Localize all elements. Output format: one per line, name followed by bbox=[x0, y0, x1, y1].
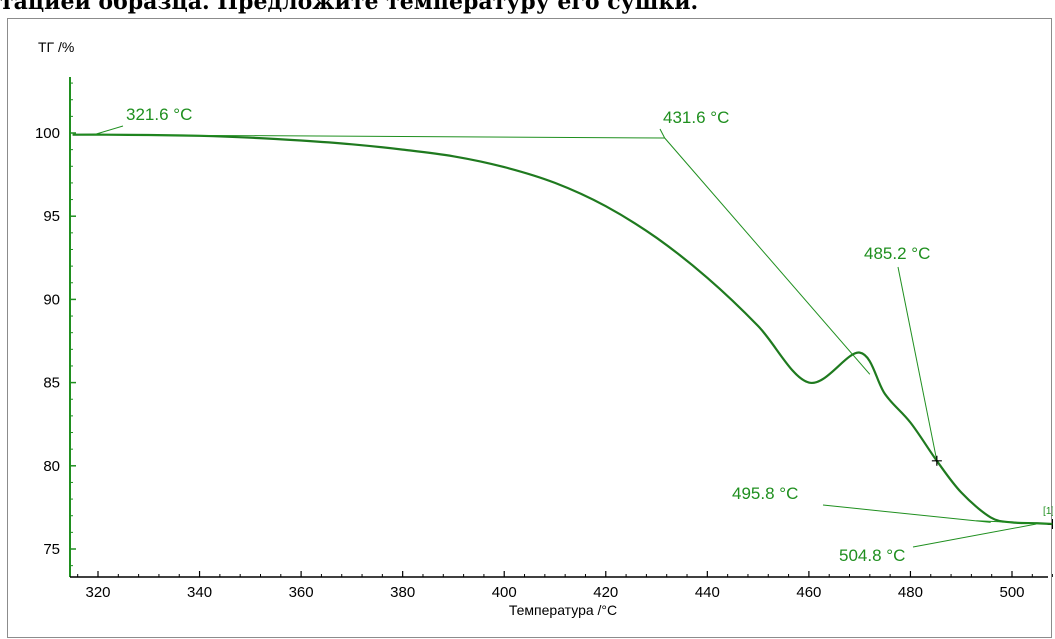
x-tick-label: 340 bbox=[187, 584, 212, 601]
annotation-label: 431.6 °C bbox=[663, 108, 729, 127]
annotation-label: 495.8 °C bbox=[732, 484, 798, 503]
annotation-leader bbox=[93, 125, 124, 136]
x-tick-label: 400 bbox=[492, 584, 517, 601]
plot-frame: ТГ /% Температура /°C 75 80 85 90 95 100 320 340 3… bbox=[7, 18, 1053, 638]
tg-chart: ТГ /% Температура /°C 75 80 85 90 95 100 320 340 3… bbox=[35, 39, 1053, 618]
x-tick-label: 320 bbox=[85, 584, 110, 601]
annotation-leader bbox=[912, 523, 1037, 548]
tg-curve-series-1 bbox=[72, 133, 1053, 526]
annotation-label: 504.8 °C bbox=[839, 546, 905, 565]
y-tick-label: 95 bbox=[43, 208, 60, 225]
y-tick-label: 80 bbox=[43, 458, 60, 475]
annotation-leader bbox=[897, 266, 938, 461]
baseline-tangent bbox=[72, 134, 665, 139]
x-tick-label: 440 bbox=[695, 584, 720, 601]
x-tick-label: 380 bbox=[390, 584, 415, 601]
series-tag: [1] bbox=[1043, 506, 1053, 517]
annotation-leader bbox=[659, 128, 666, 139]
page-heading: тацией образца. Предложите температуру е… bbox=[0, 0, 699, 15]
annotation-leader bbox=[822, 504, 991, 523]
y-axis-title: ТГ /% bbox=[38, 39, 74, 55]
x-tick-label: 420 bbox=[593, 584, 618, 601]
annotation-label: 321.6 °C bbox=[126, 105, 192, 124]
y-tick-label: 90 bbox=[43, 291, 60, 308]
x-tick-label: 460 bbox=[796, 584, 821, 601]
x-axis-title: Температура /°C bbox=[509, 602, 617, 618]
x-tick-label: 500 bbox=[999, 584, 1024, 601]
y-tick-label: 75 bbox=[43, 541, 60, 558]
inflection-tangent bbox=[664, 137, 871, 375]
y-tick-label: 100 bbox=[35, 125, 60, 142]
end-tangent bbox=[976, 520, 1053, 525]
point-marker bbox=[931, 455, 942, 466]
y-tick-label: 85 bbox=[43, 375, 60, 392]
x-tick-label: 360 bbox=[289, 584, 314, 601]
annotation-label: 485.2 °C bbox=[864, 244, 930, 263]
x-tick-label: 480 bbox=[898, 584, 923, 601]
